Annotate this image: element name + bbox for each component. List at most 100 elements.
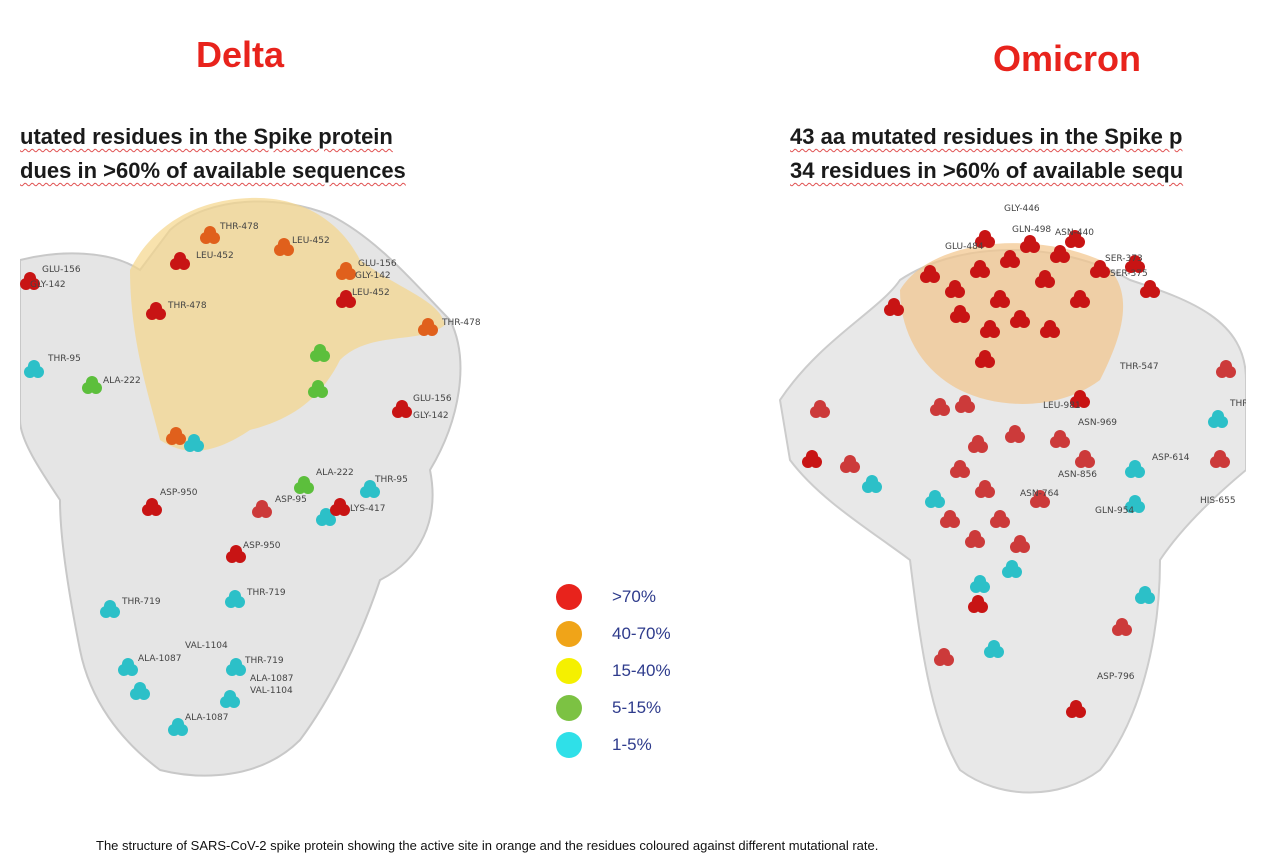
- residue-sphere: [172, 718, 184, 730]
- residue-label: THR-478: [219, 222, 259, 232]
- residue-label: GLY-142: [30, 280, 66, 290]
- residue-sphere: [1079, 450, 1091, 462]
- residue-sphere: [924, 265, 936, 277]
- legend-item: 40-70%: [556, 615, 671, 652]
- delta-title: Delta: [196, 34, 285, 75]
- residue-sphere: [934, 398, 946, 410]
- delta-description: utated residues in the Spike protein due…: [20, 120, 470, 188]
- residue-sphere: [1116, 618, 1128, 630]
- residue-sphere: [1044, 320, 1056, 332]
- residue-sphere: [988, 640, 1000, 652]
- residue-label: ASP-950: [160, 488, 198, 498]
- mutation-rate-legend: >70% 40-70% 15-40% 5-15% 1-5%: [556, 578, 671, 763]
- residue-sphere: [1220, 360, 1232, 372]
- legend-item: 1-5%: [556, 726, 671, 763]
- residue-label: LEU-452: [196, 251, 234, 261]
- residue-label: ALA-1087: [138, 654, 182, 664]
- residue-sphere: [959, 395, 971, 407]
- omicron-line-2: 34 residues in >60% of available sequ: [790, 158, 1184, 183]
- residue-sphere: [146, 498, 158, 510]
- residue-sphere: [340, 262, 352, 274]
- residue-sphere: [1144, 280, 1156, 292]
- residue-sphere: [979, 480, 991, 492]
- legend-swatch: [556, 694, 582, 721]
- legend-swatch: [556, 731, 582, 758]
- residue-sphere: [204, 226, 216, 238]
- residue-label: ASP-95: [275, 495, 307, 505]
- residue-sphere: [24, 272, 36, 284]
- residue-sphere: [1009, 425, 1021, 437]
- residue-sphere: [1034, 490, 1046, 502]
- legend-label: 5-15%: [612, 697, 662, 717]
- residue-sphere: [230, 658, 242, 670]
- residue-label: ASN-969: [1078, 418, 1117, 428]
- residue-label: THR-95: [374, 475, 408, 485]
- legend-item: >70%: [556, 578, 671, 615]
- residue-sphere: [86, 376, 98, 388]
- residue-sphere: [298, 476, 310, 488]
- residue-sphere: [278, 238, 290, 250]
- residue-sphere: [984, 320, 996, 332]
- residue-label: LEU-981: [1043, 401, 1081, 411]
- legend-label: 40-70%: [612, 623, 671, 643]
- residue-label: ASN-440: [1055, 228, 1094, 238]
- residue-label: ASP-796: [1097, 672, 1135, 682]
- residue-label: ASP-950: [243, 541, 281, 551]
- residue-sphere: [972, 435, 984, 447]
- residue-sphere: [1004, 250, 1016, 262]
- residue-sphere: [364, 480, 376, 492]
- residue-sphere: [1039, 270, 1051, 282]
- residue-sphere: [1074, 290, 1086, 302]
- residue-sphere: [944, 510, 956, 522]
- omicron-description: 43 aa mutated residues in the Spike p 34…: [790, 120, 1246, 188]
- residue-sphere: [1054, 245, 1066, 257]
- residue-label: GLU-156: [413, 394, 452, 404]
- residue-label: GLU-156: [42, 265, 81, 275]
- residue-label: THR-478: [167, 301, 207, 311]
- residue-sphere: [134, 682, 146, 694]
- residue-sphere: [979, 230, 991, 242]
- residue-label: LYS-417: [350, 504, 385, 514]
- residue-label: ASN-856: [1058, 470, 1097, 480]
- omicron-title: Omicron: [993, 38, 1142, 79]
- legend-swatch: [556, 620, 582, 647]
- legend-label: 1-5%: [612, 734, 652, 754]
- residue-label: GLY-142: [413, 411, 449, 421]
- legend-swatch: [556, 657, 582, 684]
- residue-label: THR-719: [121, 597, 161, 607]
- residue-label: ALA-1087: [250, 674, 294, 684]
- residue-label: VAL-1104: [250, 686, 293, 696]
- delta-line-1: utated residues in the Spike protein: [20, 124, 393, 149]
- residue-label: THR: [1229, 399, 1249, 409]
- residue-sphere: [188, 434, 200, 446]
- residue-sphere: [174, 252, 186, 264]
- residue-label: THR-547: [1119, 362, 1159, 372]
- residue-label: SER-373: [1105, 254, 1143, 264]
- residue-sphere: [320, 508, 332, 520]
- residue-label: THR-719: [244, 656, 284, 666]
- residue-label: GLU-484: [945, 242, 984, 252]
- residue-sphere: [1094, 260, 1106, 272]
- residue-sphere: [954, 460, 966, 472]
- residue-sphere: [888, 298, 900, 310]
- residue-label: GLY-142: [355, 271, 391, 281]
- residue-sphere: [954, 305, 966, 317]
- residue-sphere: [1006, 560, 1018, 572]
- residue-sphere: [979, 350, 991, 362]
- residue-label: ASN-764: [1020, 489, 1059, 499]
- residue-sphere: [972, 595, 984, 607]
- residue-sphere: [1014, 310, 1026, 322]
- residue-sphere: [312, 380, 324, 392]
- legend-item: 5-15%: [556, 689, 671, 726]
- residue-sphere: [1024, 235, 1036, 247]
- residue-sphere: [938, 648, 950, 660]
- residue-label: THR-478: [441, 318, 481, 328]
- residue-sphere: [1129, 255, 1141, 267]
- residue-sphere: [844, 455, 856, 467]
- legend-swatch: [556, 583, 582, 610]
- residue-sphere: [866, 475, 878, 487]
- residue-sphere: [806, 450, 818, 462]
- residue-sphere: [334, 498, 346, 510]
- residue-sphere: [422, 318, 434, 330]
